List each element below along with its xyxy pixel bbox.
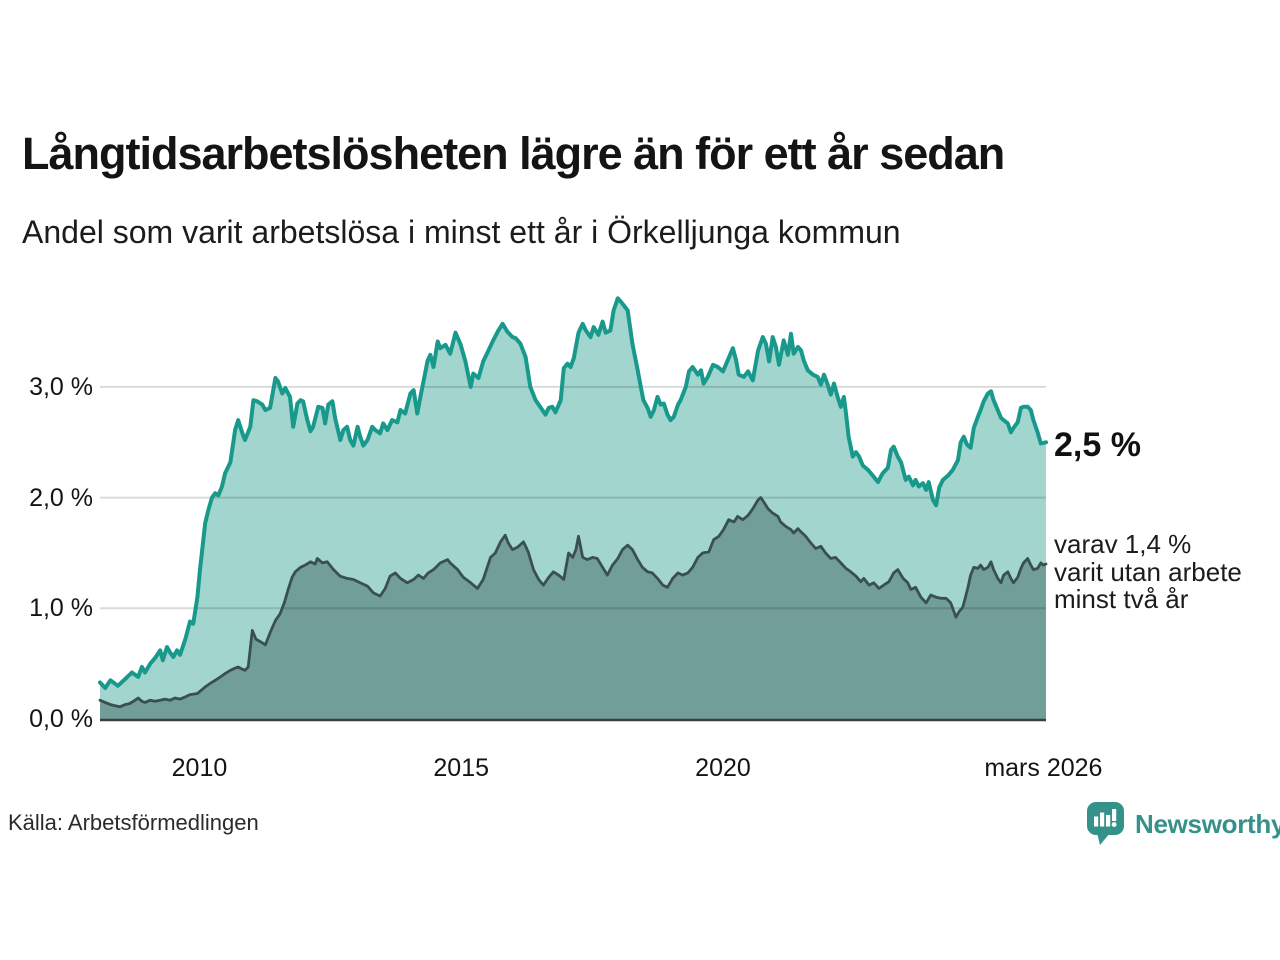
x-tick-label: 2015 — [433, 754, 490, 782]
x-tick-label: 2010 — [171, 754, 228, 782]
source-label: Källa: Arbetsförmedlingen — [8, 810, 259, 835]
x-tick-label: mars 2026 — [984, 754, 1103, 782]
page-title: Långtidsarbetslösheten lägre än för ett … — [22, 128, 1005, 179]
latest-total-value-label: 2,5 % — [1054, 426, 1141, 464]
y-tick-label: 3,0 % — [29, 372, 93, 401]
two-year-annotation-line: varav 1,4 % — [1054, 529, 1192, 559]
y-tick-label: 2,0 % — [29, 483, 93, 512]
series-line-1 — [98, 496, 1048, 709]
series-area-1 — [100, 497, 1046, 719]
two-year-annotation-line: minst två år — [1054, 584, 1189, 614]
x-tick-label: 2020 — [695, 754, 751, 782]
page-subtitle: Andel som varit arbetslösa i minst ett å… — [22, 214, 901, 250]
two-year-annotation: varav 1,4 % varit utan arbete minst två … — [1054, 529, 1242, 614]
series-line-0 — [98, 296, 1048, 690]
bar-chart-speech-bubble-icon — [1087, 802, 1124, 845]
y-tick-label: 0,0 % — [29, 705, 93, 733]
newsworthy-logo: Newsworthy — [1086, 801, 1280, 847]
two-year-annotation-line: varit utan arbete — [1054, 556, 1242, 587]
y-tick-label: 1,0 % — [29, 594, 93, 623]
newsworthy-wordmark: Newsworthy — [1135, 808, 1280, 839]
